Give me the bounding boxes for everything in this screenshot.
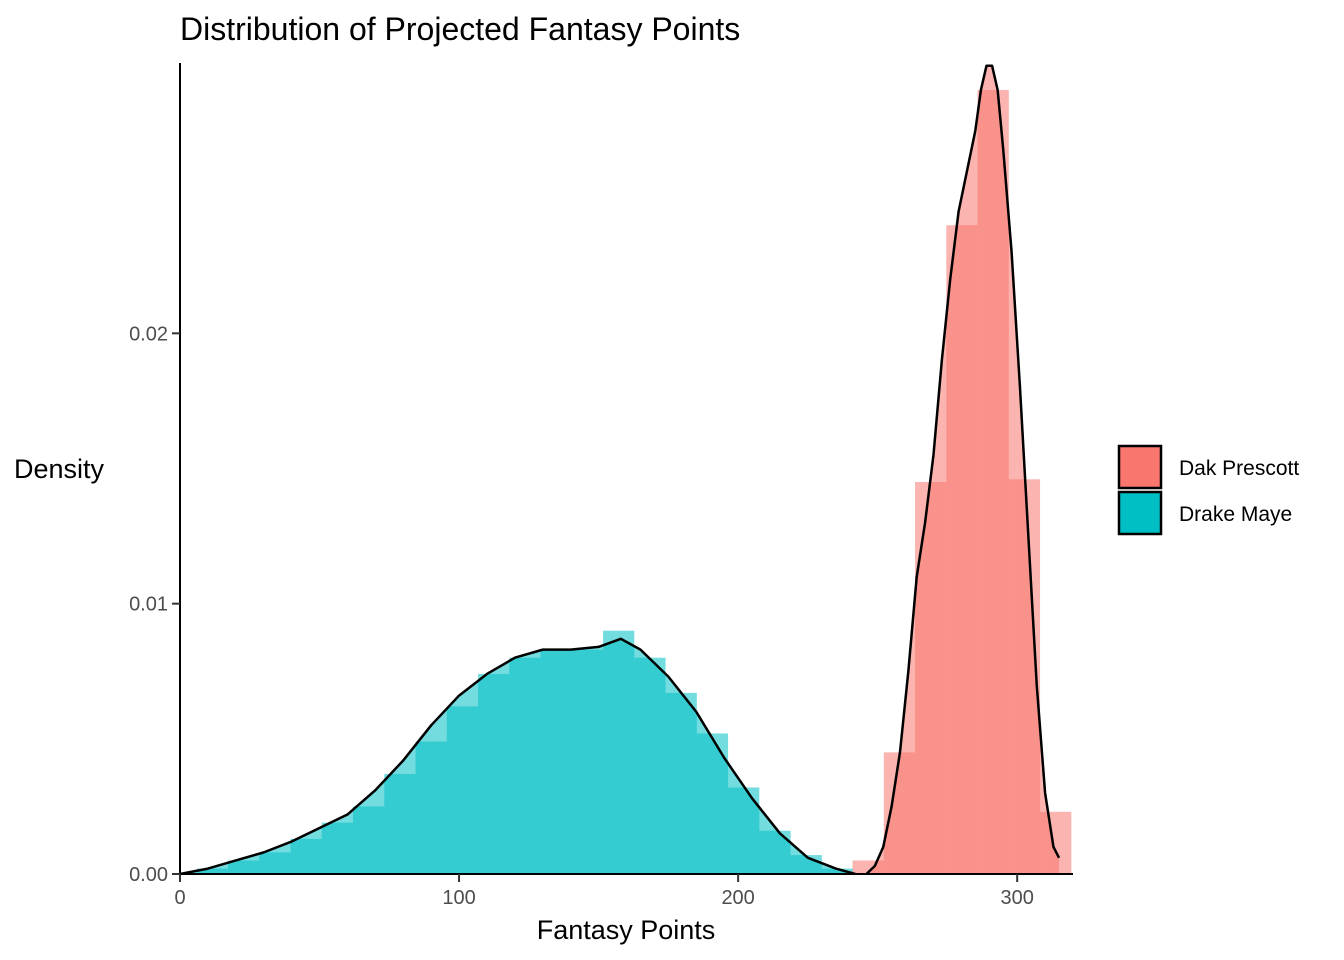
x-tick-label-0: 0 xyxy=(174,887,185,909)
x-axis-title: Fantasy Points xyxy=(537,915,716,945)
legend-key-drake-maye xyxy=(1117,490,1163,536)
y-axis-ticks: 0.00 0.01 0.02 xyxy=(129,323,180,886)
x-axis-ticks: 0 100 200 300 xyxy=(174,874,1034,909)
density-area-drake-maye xyxy=(180,638,856,874)
y-tick-label-2: 0.02 xyxy=(129,323,168,345)
legend-label-dak-prescott: Dak Prescott xyxy=(1179,457,1299,480)
y-tick-label-0: 0.00 xyxy=(129,864,168,886)
y-tick-label-1: 0.01 xyxy=(129,594,168,616)
chart-title: Distribution of Projected Fantasy Points xyxy=(180,11,740,47)
density-line-drake-maye xyxy=(179,637,856,876)
y-axis-title: Density xyxy=(14,454,105,484)
legend: Dak Prescott Drake Maye xyxy=(1117,444,1299,536)
legend-key-dak-prescott xyxy=(1117,444,1163,490)
density-area-dak-prescott xyxy=(866,65,1060,874)
density-curves xyxy=(179,64,1061,876)
x-tick-label-3: 300 xyxy=(1001,887,1034,909)
density-line-dak-prescott xyxy=(865,64,1061,875)
x-tick-label-2: 200 xyxy=(721,887,754,909)
legend-label-drake-maye: Drake Maye xyxy=(1179,503,1292,526)
x-tick-label-1: 100 xyxy=(442,887,475,909)
